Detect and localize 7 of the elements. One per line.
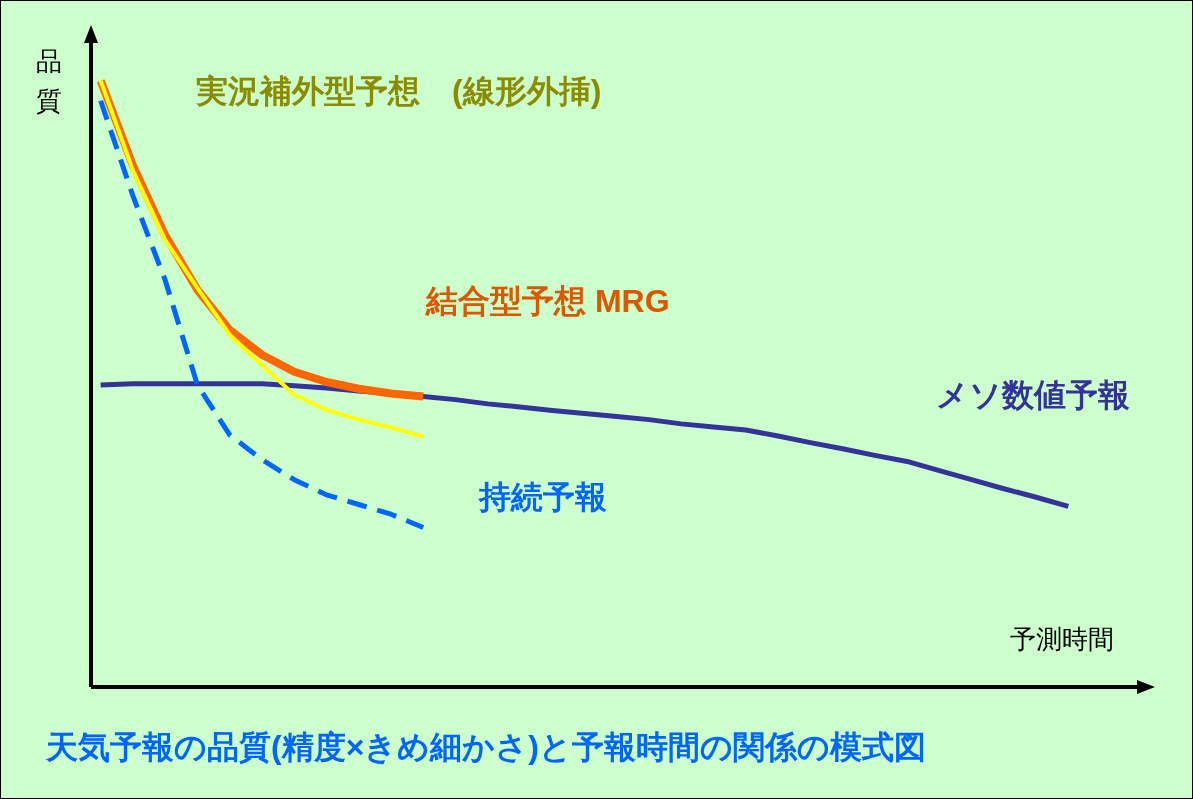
series-label: 持続予報 xyxy=(478,478,607,515)
x-axis-title: 予測時間 xyxy=(1010,624,1114,655)
series-label: メソ数値予報 xyxy=(936,376,1130,413)
text: 結合型予想 MRG xyxy=(425,282,670,319)
text: 実況補外型予想 (線形外挿) xyxy=(195,72,602,109)
y-axis-title: 品質 xyxy=(36,46,62,117)
text: 天気予報の品質(精度×きめ細かさ)と予報時間の関係の模式図 xyxy=(45,728,926,765)
